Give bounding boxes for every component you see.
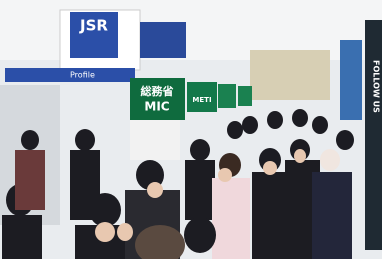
follow-text: FOLLOW US (372, 60, 381, 113)
company-sign: JSR (79, 17, 108, 35)
side-booth (340, 40, 362, 120)
ministry-en: MIC (144, 100, 169, 114)
meti-text: METI (192, 96, 211, 104)
poster (130, 120, 180, 160)
page: JSR Profile 総務省 MIC METI FOLLOW US (() =… (0, 0, 382, 259)
far-hall (250, 50, 330, 100)
photo: JSR Profile 総務省 MIC METI FOLLOW US (0, 0, 382, 259)
follow-banner (365, 20, 382, 250)
ministry-jp: 総務省 (141, 84, 174, 98)
profile-text: Profile (70, 71, 95, 80)
green-sign (238, 86, 252, 106)
booth-panel (140, 22, 186, 58)
green-sign (218, 84, 236, 108)
